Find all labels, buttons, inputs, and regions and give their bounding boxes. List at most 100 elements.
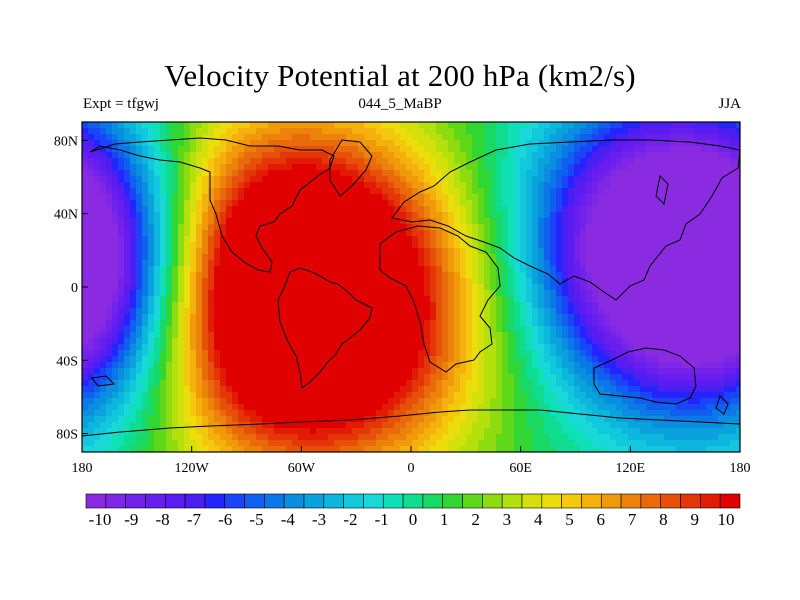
field-cell	[448, 152, 455, 159]
field-cell	[508, 326, 515, 333]
field-cell	[154, 284, 161, 291]
field-cell	[136, 350, 143, 357]
field-cell	[322, 320, 329, 327]
field-cell	[106, 290, 113, 297]
field-cell	[664, 266, 671, 273]
field-cell	[520, 230, 527, 237]
field-cell	[730, 320, 737, 327]
field-cell	[430, 128, 437, 135]
field-cell	[448, 140, 455, 147]
field-cell	[472, 206, 479, 213]
field-cell	[430, 212, 437, 219]
field-cell	[280, 380, 287, 387]
field-cell	[94, 206, 101, 213]
field-cell	[598, 188, 605, 195]
field-cell	[406, 230, 413, 237]
field-cell	[382, 194, 389, 201]
field-cell	[160, 362, 167, 369]
field-cell	[550, 260, 557, 267]
field-cell	[700, 284, 707, 291]
field-cell	[136, 278, 143, 285]
field-cell	[364, 152, 371, 159]
field-cell	[346, 368, 353, 375]
field-cell	[400, 296, 407, 303]
field-cell	[598, 254, 605, 261]
field-cell	[340, 242, 347, 249]
field-cell	[268, 344, 275, 351]
field-cell	[424, 188, 431, 195]
field-cell	[106, 158, 113, 165]
field-cell	[148, 332, 155, 339]
field-cell	[232, 248, 239, 255]
field-cell	[262, 302, 269, 309]
field-cell	[412, 146, 419, 153]
field-cell	[400, 248, 407, 255]
field-cell	[328, 392, 335, 399]
field-cell	[178, 212, 185, 219]
field-cell	[514, 164, 521, 171]
field-cell	[526, 218, 533, 225]
field-cell	[478, 302, 485, 309]
field-cell	[190, 272, 197, 279]
field-cell	[466, 362, 473, 369]
field-cell	[268, 248, 275, 255]
field-cell	[178, 170, 185, 177]
field-cell	[556, 128, 563, 135]
field-cell	[106, 314, 113, 321]
field-cell	[184, 236, 191, 243]
field-cell	[250, 194, 257, 201]
field-cell	[208, 212, 215, 219]
field-cell	[538, 212, 545, 219]
field-cell	[370, 200, 377, 207]
field-cell	[82, 242, 89, 249]
field-cell	[484, 122, 491, 129]
field-cell	[478, 122, 485, 129]
field-cell	[454, 200, 461, 207]
field-cell	[310, 254, 317, 261]
field-cell	[412, 296, 419, 303]
field-cell	[514, 350, 521, 357]
field-cell	[352, 356, 359, 363]
field-cell	[682, 176, 689, 183]
field-cell	[112, 368, 119, 375]
field-cell	[160, 272, 167, 279]
field-cell	[334, 260, 341, 267]
field-cell	[538, 266, 545, 273]
field-cell	[520, 386, 527, 393]
field-cell	[352, 224, 359, 231]
field-cell	[118, 338, 125, 345]
field-cell	[154, 308, 161, 315]
field-cell	[520, 266, 527, 273]
field-cell	[586, 362, 593, 369]
field-cell	[334, 182, 341, 189]
field-cell	[586, 194, 593, 201]
field-cell	[298, 368, 305, 375]
field-cell	[310, 332, 317, 339]
field-cell	[106, 206, 113, 213]
field-cell	[400, 362, 407, 369]
field-cell	[370, 188, 377, 195]
field-cell	[676, 266, 683, 273]
field-cell	[466, 296, 473, 303]
field-cell	[292, 380, 299, 387]
field-cell	[640, 224, 647, 231]
field-cell	[172, 284, 179, 291]
field-cell	[208, 284, 215, 291]
field-cell	[394, 200, 401, 207]
field-cell	[196, 392, 203, 399]
field-cell	[448, 308, 455, 315]
field-cell	[124, 368, 131, 375]
field-cell	[196, 182, 203, 189]
field-cell	[526, 182, 533, 189]
field-cell	[610, 146, 617, 153]
field-cell	[268, 188, 275, 195]
field-cell	[304, 392, 311, 399]
field-cell	[394, 170, 401, 177]
field-cell	[388, 152, 395, 159]
field-cell	[580, 296, 587, 303]
field-cell	[676, 338, 683, 345]
field-cell	[244, 338, 251, 345]
field-cell	[514, 296, 521, 303]
field-cell	[502, 290, 509, 297]
field-cell	[322, 338, 329, 345]
